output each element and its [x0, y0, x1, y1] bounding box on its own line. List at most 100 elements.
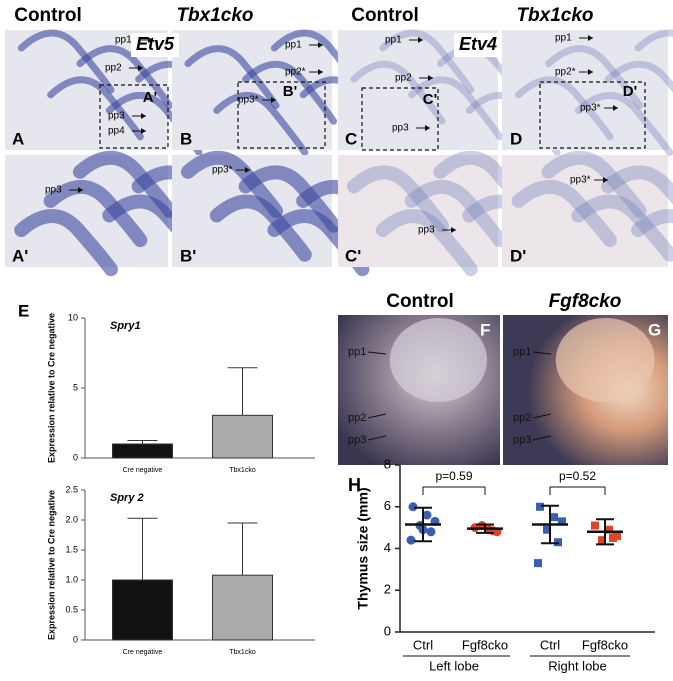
structure-label: pp3 [348, 434, 366, 446]
tissue [47, 76, 144, 141]
panel-letter: H [348, 475, 361, 495]
y-tick-label: 1.0 [65, 574, 78, 584]
arrow-head [271, 97, 276, 103]
group-label: Right lobe [548, 658, 607, 673]
x-tick-label: Ctrl [540, 637, 560, 652]
tissue [184, 45, 280, 110]
tissue [544, 45, 644, 110]
gene-label-bg [131, 33, 179, 57]
gene-label-bg [454, 33, 502, 57]
data-point [609, 534, 617, 543]
chart-title: Spry 2 [110, 492, 144, 504]
tissue [76, 45, 174, 110]
y-axis-label: Expression relative to Cre negative [46, 313, 56, 463]
x-tick-label: Ctrl [413, 637, 433, 652]
annotation: p=0.52 [559, 469, 596, 483]
data-point [534, 559, 542, 568]
arrow-head [318, 69, 323, 75]
data-point [408, 502, 418, 512]
tissue [408, 76, 504, 141]
dashed-box [539, 81, 646, 149]
structure-label: pp3* [570, 175, 591, 186]
tissue [634, 29, 673, 52]
structure-label: pp2 [395, 73, 412, 84]
image-background [502, 155, 668, 267]
column-header: Control [14, 5, 82, 26]
structure-label: pp1 [285, 40, 302, 51]
photo-title: Control [386, 291, 454, 312]
column-header: Tbx1cko [516, 5, 593, 26]
chart-title: Spry1 [110, 320, 141, 332]
tissue [379, 29, 475, 94]
structure-label: pp2 [513, 412, 531, 424]
arrow-head [603, 177, 608, 183]
y-tick-label: 0.5 [65, 604, 78, 614]
data-point [598, 536, 606, 545]
x-tick-label: Fgf8cko [582, 637, 628, 652]
x-tick-label: Cre negative [123, 649, 163, 656]
structure-label: pp3* [212, 165, 233, 176]
data-point [426, 527, 436, 537]
photo-blob [389, 318, 488, 402]
column-header: Control [351, 5, 419, 26]
y-axis-label: Thymus size (mm) [355, 487, 371, 609]
arrow-head [425, 125, 430, 131]
x-tick-label: Cre negative [123, 467, 163, 474]
panel-letter: C' [345, 246, 361, 265]
panel-letter: C [345, 129, 357, 148]
box-label: C' [423, 91, 437, 108]
dashed-box [237, 81, 326, 149]
bracket [422, 486, 486, 495]
y-tick-label: 4 [384, 540, 391, 555]
panel-letter: D [510, 129, 522, 148]
bar [212, 414, 273, 459]
image-background [338, 155, 498, 267]
arrow-head [78, 187, 83, 193]
structure-label: pp1 [513, 346, 531, 358]
structure-label: pp1 [348, 346, 366, 358]
data-point [591, 521, 599, 530]
gene-label: Etv5 [136, 34, 175, 54]
y-tick-label: 0 [73, 634, 78, 644]
ish-image [172, 29, 395, 156]
structure-label: pp2 [105, 63, 122, 74]
structure-label: pp3 [108, 111, 125, 122]
structure-label: pp1 [385, 35, 402, 46]
tissue [72, 150, 177, 218]
tissue [347, 165, 449, 233]
tissue [601, 165, 673, 205]
tissue [404, 180, 507, 248]
tissue [181, 150, 283, 218]
x-tick-label: Fgf8cko [462, 637, 508, 652]
tissue [238, 165, 341, 233]
data-point [554, 538, 562, 547]
panel-letter: G [648, 320, 661, 339]
panel-letter: B [180, 129, 192, 148]
box-label: D' [623, 83, 637, 100]
y-tick-label: 2.0 [65, 514, 78, 524]
arrow-head [588, 69, 593, 75]
dashed-box [361, 87, 439, 151]
structure-label: pp2 [348, 412, 366, 424]
tissue [43, 180, 148, 248]
gene-label: Etv4 [459, 34, 497, 54]
y-tick-label: 0 [384, 623, 391, 638]
y-tick-label: 10 [68, 312, 78, 322]
arrow-head [418, 37, 423, 43]
structure-label: pp3 [45, 185, 62, 196]
panel-letter: D' [510, 246, 526, 265]
tissue [17, 29, 115, 94]
ish-image [502, 29, 673, 156]
structure-label: pp2* [285, 67, 306, 78]
arrow-head [428, 75, 433, 81]
photo-blob [555, 318, 655, 402]
tissue [350, 60, 446, 125]
tissue [541, 150, 647, 218]
tissue [511, 180, 617, 248]
column-header: Tbx1cko [176, 5, 253, 26]
structure-label: pp3 [418, 225, 435, 236]
y-tick-label: 2.5 [65, 484, 78, 494]
structure-label: pp3 [392, 123, 409, 134]
y-tick-label: 0 [73, 452, 78, 462]
